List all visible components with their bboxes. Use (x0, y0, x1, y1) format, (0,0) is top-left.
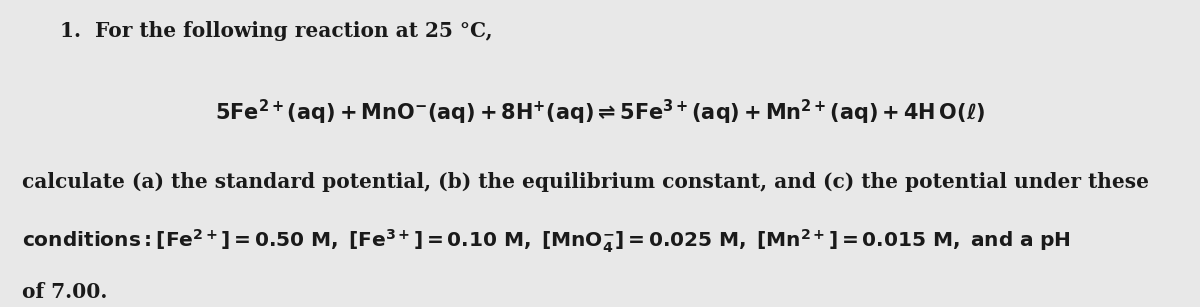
Text: of 7.00.: of 7.00. (22, 282, 107, 302)
Text: calculate (a) the standard potential, (b) the equilibrium constant, and (c) the : calculate (a) the standard potential, (b… (22, 172, 1148, 192)
Text: $\mathbf{conditions: [Fe^{2+}] = 0.50\ M,\ [Fe^{3+}] = 0.10\ M,\ [MnO_4^{-}] = 0: $\mathbf{conditions: [Fe^{2+}] = 0.50\ M… (22, 227, 1070, 255)
Text: 1.  For the following reaction at 25 °C,: 1. For the following reaction at 25 °C, (60, 21, 493, 41)
Text: $\bf{5Fe^{2+}(aq) + MnO^{-}(aq) + 8H^{+}(aq)\rightleftharpoons 5Fe^{3+}(aq) + Mn: $\bf{5Fe^{2+}(aq) + MnO^{-}(aq) + 8H^{+}… (215, 98, 985, 127)
